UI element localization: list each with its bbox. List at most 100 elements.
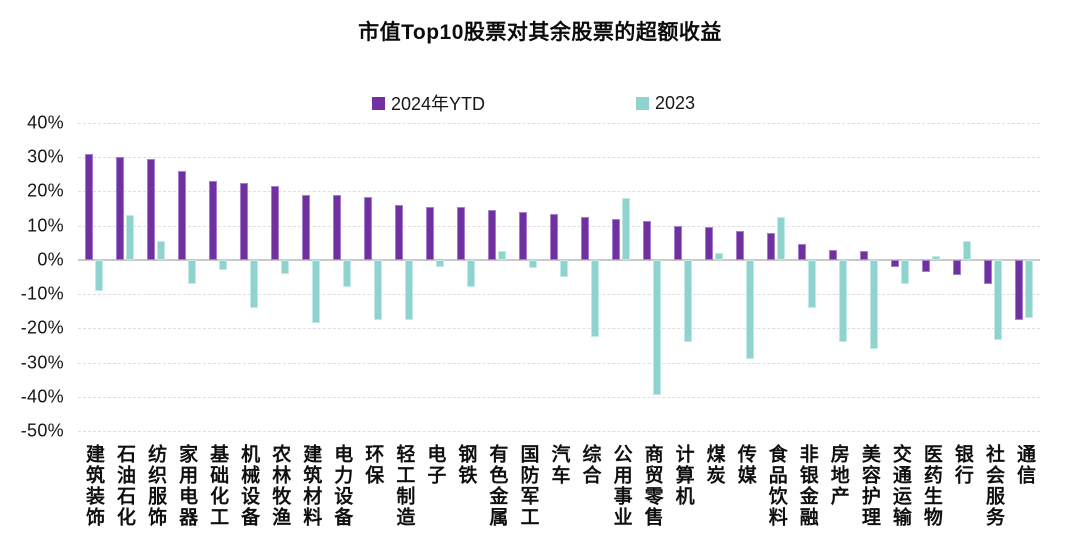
bar-2024ytd-18 xyxy=(643,220,652,260)
bar-2024ytd-25 xyxy=(860,251,869,260)
bar-2024ytd-22 xyxy=(767,232,776,260)
x-axis-label: 汽车 xyxy=(548,444,570,486)
x-axis-label: 食品饮料 xyxy=(765,444,787,528)
gridline xyxy=(78,225,1040,227)
x-axis-label: 公用事业 xyxy=(610,444,632,528)
zero-line xyxy=(78,258,1040,261)
legend-label-2023: 2023 xyxy=(655,92,696,113)
bar-2024ytd-17 xyxy=(612,218,621,260)
bar-2024ytd-3 xyxy=(177,170,186,260)
y-tick-label: -40% xyxy=(20,386,64,407)
bar-2023-27 xyxy=(932,256,941,260)
x-axis-label: 非银金融 xyxy=(796,444,818,528)
bar-2024ytd-9 xyxy=(363,196,372,260)
bar-2024ytd-29 xyxy=(984,259,993,284)
bar-2023-8 xyxy=(342,259,351,288)
bar-2024ytd-24 xyxy=(829,249,838,260)
bar-2024ytd-6 xyxy=(270,186,279,260)
bar-2023-16 xyxy=(591,259,600,337)
bar-2023-26 xyxy=(901,259,910,284)
bar-2024ytd-11 xyxy=(425,206,434,260)
x-axis-label: 煤炭 xyxy=(703,444,725,486)
y-tick-label: -30% xyxy=(20,352,64,373)
bar-2023-20 xyxy=(715,253,724,260)
x-axis-label: 轻工制造 xyxy=(393,444,415,528)
bar-2023-2 xyxy=(156,241,165,260)
x-axis-label: 计算机 xyxy=(672,444,694,507)
bar-2024ytd-30 xyxy=(1015,259,1024,320)
gridline xyxy=(78,362,1040,364)
bar-2023-4 xyxy=(218,259,227,271)
legend-swatch-2023 xyxy=(636,96,649,110)
bar-2023-3 xyxy=(187,259,196,284)
x-axis-label: 通信 xyxy=(1013,444,1035,486)
bar-2023-18 xyxy=(653,259,662,396)
plot-area xyxy=(78,123,1040,432)
bar-2023-1 xyxy=(125,215,134,260)
bar-2024ytd-10 xyxy=(394,205,403,260)
bar-2024ytd-19 xyxy=(674,225,683,260)
bar-2023-30 xyxy=(1025,259,1034,319)
legend-label-2024ytd: 2024年YTD xyxy=(391,94,486,114)
y-tick-label: 0% xyxy=(37,249,64,270)
x-axis-label: 电力设备 xyxy=(331,444,353,528)
y-tick-label: 10% xyxy=(27,215,64,236)
bar-2024ytd-14 xyxy=(518,211,527,260)
gridline xyxy=(78,191,1040,193)
x-axis-label: 传媒 xyxy=(734,444,756,486)
legend: 2024年YTD 2023 xyxy=(0,92,1080,114)
bar-2024ytd-1 xyxy=(115,157,124,260)
x-axis-label: 社会服务 xyxy=(982,444,1004,528)
bar-2023-6 xyxy=(280,259,289,274)
x-axis: 建筑装饰 石油石化 纺织服饰 家用电器 基础化工 机械设备 农林牧渔 建筑材料 电力设备 环保 轻工… xyxy=(78,444,1040,540)
legend-item-2023: 2023 xyxy=(636,92,695,114)
bar-2023-12 xyxy=(466,259,475,288)
bar-2023-24 xyxy=(839,259,848,342)
x-axis-label: 国防军工 xyxy=(517,444,539,528)
bar-2024ytd-4 xyxy=(208,181,217,260)
y-tick-label: 20% xyxy=(27,180,64,201)
gridline xyxy=(78,328,1040,330)
bar-2024ytd-12 xyxy=(456,206,465,260)
y-axis: 40% 30% 20% 10% 0% -10% -20% -30% -40% -50% xyxy=(0,113,64,441)
gridline xyxy=(78,123,1040,124)
bar-2023-13 xyxy=(497,251,506,260)
x-axis-label: 建筑材料 xyxy=(300,444,322,528)
x-axis-label: 有色金属 xyxy=(486,444,508,528)
legend-item-2024ytd: 2024年YTD xyxy=(372,92,485,114)
bar-2023-21 xyxy=(746,259,755,360)
bar-2024ytd-0 xyxy=(84,153,93,260)
gridline xyxy=(78,157,1040,159)
bar-2023-7 xyxy=(311,259,320,324)
bar-2024ytd-16 xyxy=(581,217,590,260)
y-tick-label: 40% xyxy=(27,112,64,133)
bar-2023-17 xyxy=(622,198,631,260)
x-axis-label: 农林牧渔 xyxy=(269,444,291,528)
x-axis-label: 机械设备 xyxy=(238,444,260,528)
bar-2024ytd-23 xyxy=(798,244,807,260)
legend-swatch-2024ytd xyxy=(372,96,385,110)
bar-2024ytd-15 xyxy=(550,213,558,260)
bar-2023-11 xyxy=(435,259,444,267)
bar-2024ytd-2 xyxy=(146,158,155,260)
bar-2024ytd-13 xyxy=(487,210,496,260)
bar-2024ytd-5 xyxy=(239,182,248,260)
bar-2023-28 xyxy=(963,241,972,260)
x-axis-label: 商贸零售 xyxy=(641,444,663,528)
x-axis-label: 环保 xyxy=(362,444,384,486)
y-tick-label: -50% xyxy=(20,420,64,441)
bar-2024ytd-21 xyxy=(736,230,745,260)
x-axis-label: 银行 xyxy=(951,444,973,486)
bar-2023-15 xyxy=(560,259,568,277)
chart-title: 市值Top10股票对其余股票的超额收益 xyxy=(358,21,722,44)
bar-2023-14 xyxy=(528,259,537,269)
bar-2023-25 xyxy=(870,259,879,349)
gridline xyxy=(78,431,1040,432)
gridline xyxy=(78,294,1040,296)
bar-2023-5 xyxy=(249,259,258,308)
bar-2024ytd-7 xyxy=(301,194,310,260)
bar-2023-10 xyxy=(404,259,413,320)
bar-2023-0 xyxy=(94,259,103,291)
y-tick-label: -20% xyxy=(20,317,64,338)
